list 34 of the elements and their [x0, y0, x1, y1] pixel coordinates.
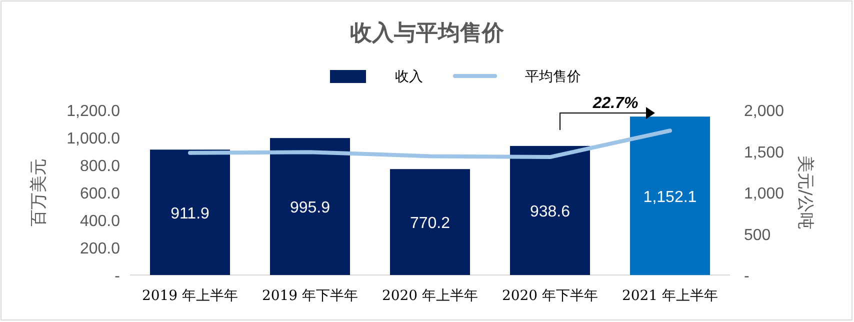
- x-tick-label: 2020 年上半年: [382, 288, 478, 304]
- bar: [150, 150, 230, 275]
- data-label: 1,152.1: [643, 188, 697, 206]
- line-series: [188, 128, 672, 160]
- y2-tick-label: 1,000: [744, 186, 784, 202]
- y-tick-label: 600.0: [80, 186, 120, 202]
- bar: [630, 116, 710, 275]
- bar: [510, 146, 590, 275]
- bar: [270, 138, 350, 275]
- chart-title: 收入与平均售价: [350, 20, 505, 46]
- y2-axis-title: 美元/公吨: [795, 156, 815, 230]
- y-tick-label: 200.0: [80, 240, 120, 258]
- data-label: 911.9: [170, 205, 210, 222]
- legend-label: 收入: [395, 69, 423, 85]
- x-tick-label: 2021 年上半年: [622, 288, 718, 304]
- x-tick-label: 2020 年下半年: [502, 288, 598, 304]
- y2-tick-label: 1,500: [744, 144, 784, 162]
- y-tick-label: 400.0: [80, 213, 120, 230]
- data-label: 938.6: [530, 203, 570, 220]
- bar: [390, 169, 470, 275]
- legend-label: 平均售价: [525, 69, 581, 85]
- data-label: 995.9: [290, 200, 330, 217]
- y2-tick-label: 500: [744, 226, 771, 244]
- y-tick-label: 1,200.0: [66, 103, 120, 120]
- x-tick-label: 2019 年上半年: [142, 288, 238, 304]
- x-tick-label: 2019 年下半年: [262, 288, 358, 304]
- y-axis-title: 百万美元: [29, 158, 49, 226]
- data-label: 770.2: [410, 215, 450, 232]
- y-tick-label: -: [114, 268, 120, 285]
- y2-tick-label: 2,000: [744, 103, 784, 120]
- y2-tick-label: -: [744, 268, 750, 285]
- annotation: 22.7%: [592, 95, 638, 112]
- y-tick-label: 800.0: [80, 158, 120, 175]
- y-tick-label: 1,000.0: [66, 130, 120, 148]
